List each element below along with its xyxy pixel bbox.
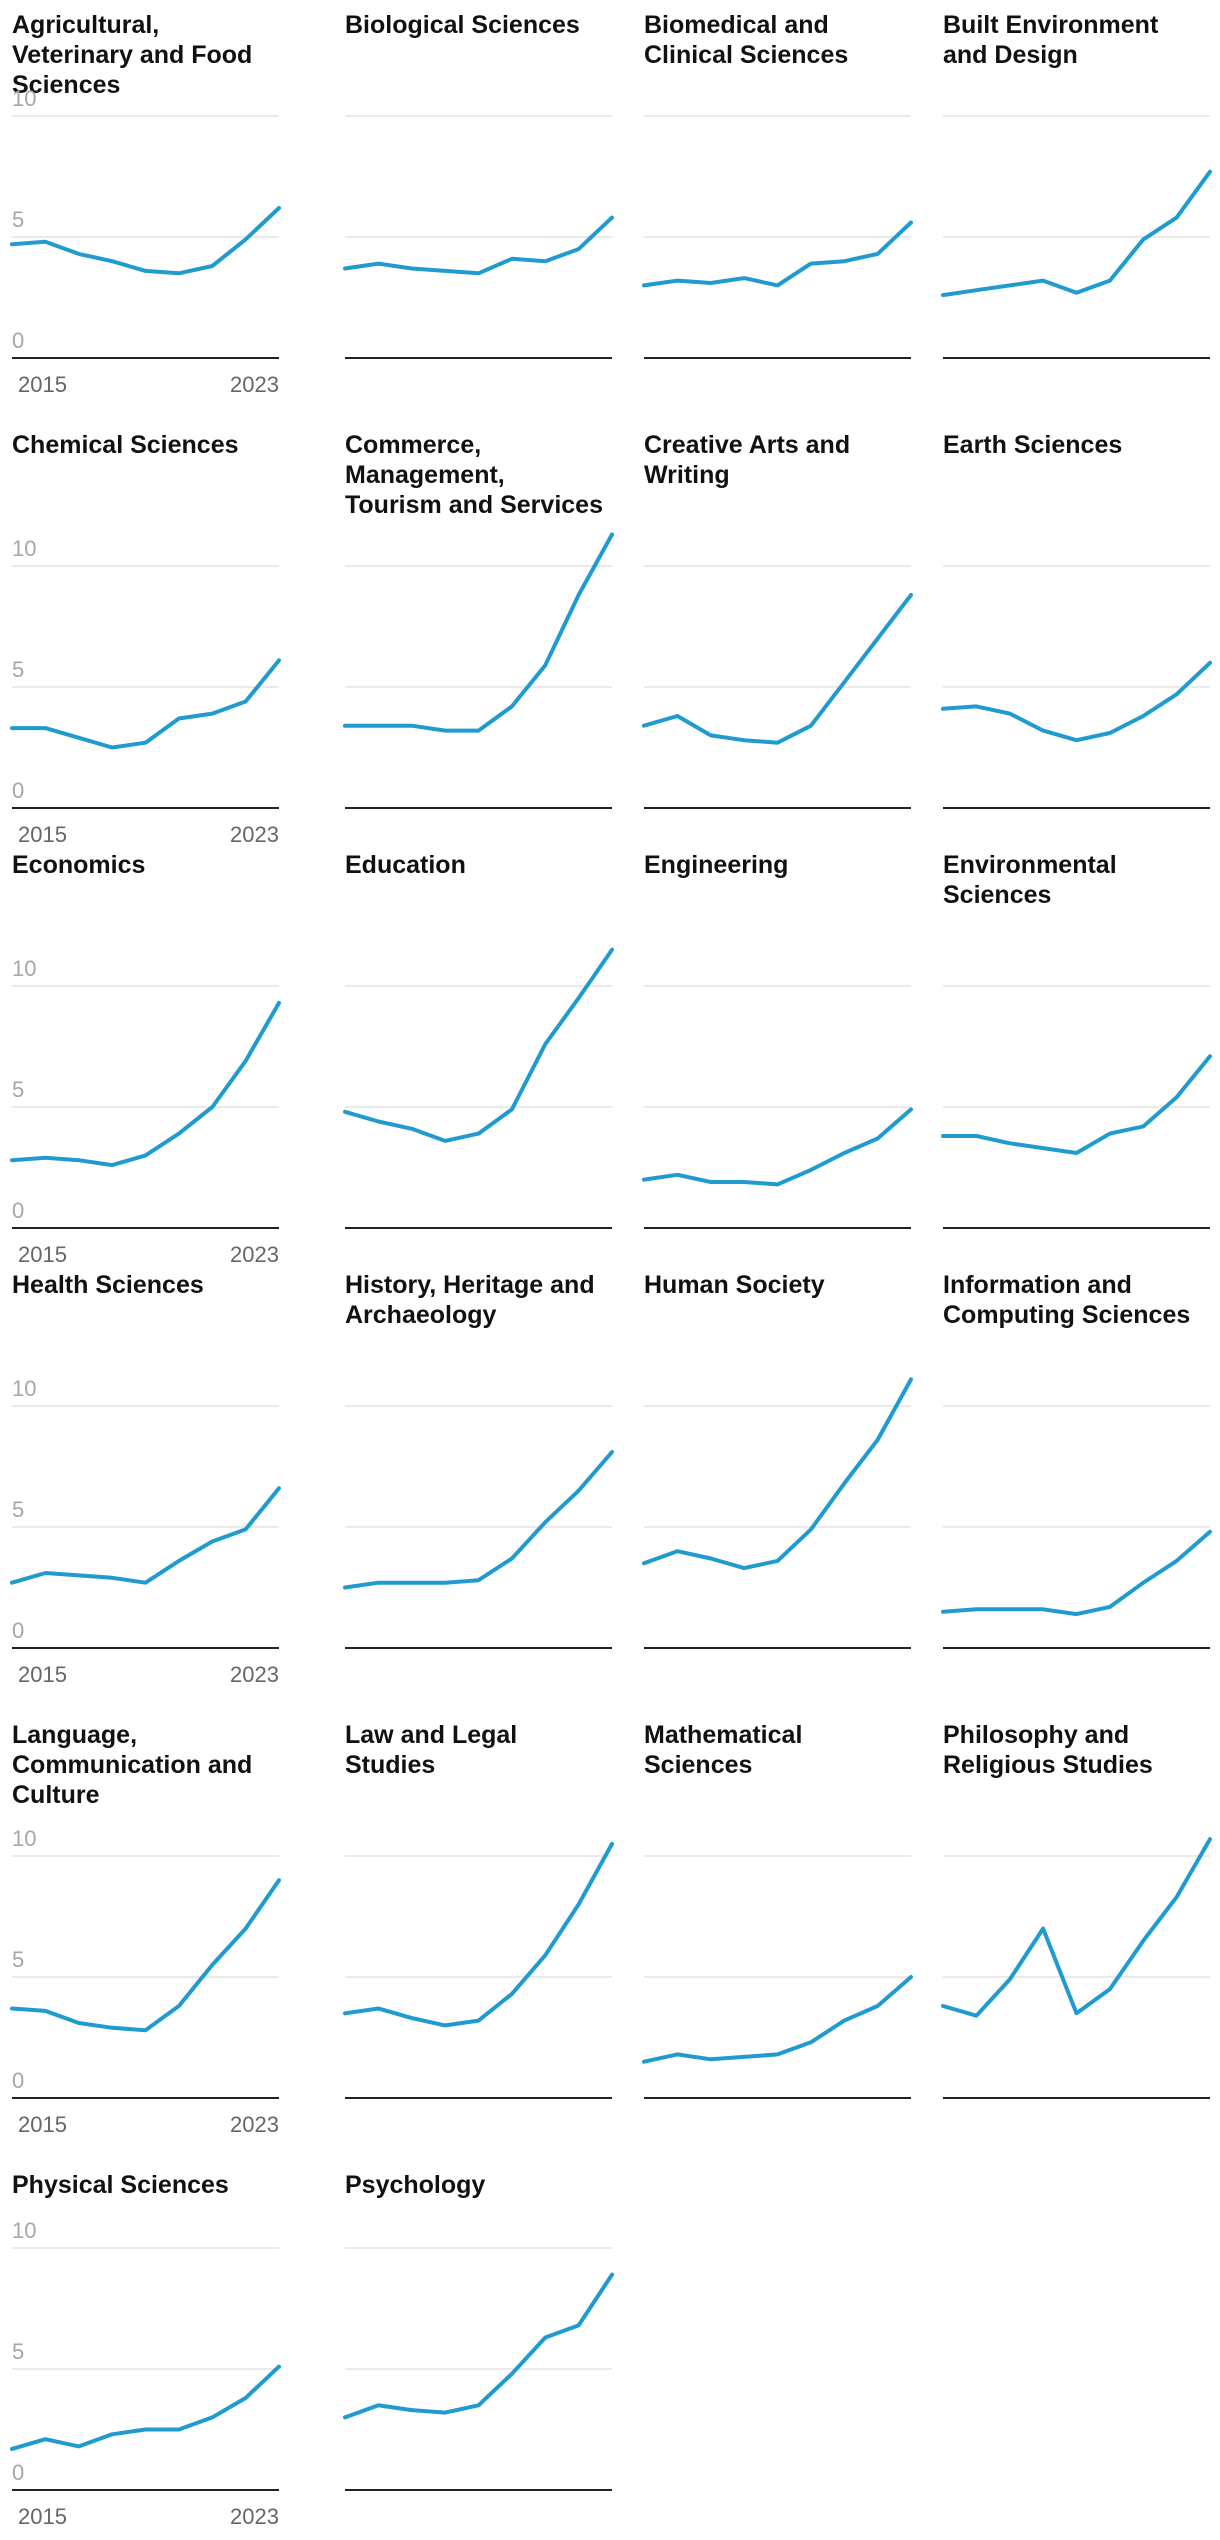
panel: Psychology [343, 2171, 614, 2491]
panel-title: Economics [12, 851, 145, 879]
series-line [941, 1054, 1212, 1155]
series-line [10, 1486, 281, 1585]
panel-title: Biological Sciences [345, 11, 580, 39]
panel: Physical Sciences 0 5 10 2015 2023 [10, 2171, 281, 2529]
y-tick-label: 5 [12, 1077, 24, 1102]
x-tick-label: 2015 [18, 1242, 67, 1267]
panel-title: Mathematical Sciences [644, 1721, 802, 1779]
x-tick-label: 2023 [230, 1242, 279, 1267]
panel: Human Society [642, 1271, 913, 1649]
y-tick-label: 5 [12, 657, 24, 682]
x-tick-label: 2015 [18, 372, 67, 397]
x-tick-label: 2023 [230, 2112, 279, 2137]
panel-title: Engineering [644, 851, 788, 879]
series-line [642, 593, 913, 745]
y-tick-label: 10 [12, 536, 36, 561]
panel-title: Information and Computing Sciences [943, 1271, 1190, 1329]
x-tick-label: 2015 [18, 1662, 67, 1687]
panel: Biological Sciences [343, 11, 614, 359]
panel-title: Education [345, 851, 466, 879]
series-line [343, 947, 614, 1143]
panel-title: Physical Sciences [12, 2171, 229, 2199]
panel: Biomedical and Clinical Sciences [642, 11, 913, 359]
panel: Environmental Sciences [941, 851, 1212, 1229]
series-line [642, 220, 913, 288]
panel-title: Health Sciences [12, 1271, 204, 1299]
series-line [642, 1107, 913, 1187]
panel-title: Language, Communication and Culture [12, 1721, 252, 1809]
panel-title: Law and Legal Studies [345, 1721, 517, 1779]
y-tick-label: 0 [12, 778, 24, 803]
y-tick-label: 10 [12, 1826, 36, 1851]
x-tick-label: 2015 [18, 822, 67, 847]
panel: Creative Arts and Writing [642, 431, 913, 809]
series-line [10, 1878, 281, 2033]
panel-title: Built Environment and Design [943, 11, 1159, 69]
y-tick-label: 5 [12, 2339, 24, 2364]
y-tick-label: 0 [12, 2460, 24, 2485]
y-tick-label: 10 [12, 86, 36, 111]
panel: Education [343, 851, 614, 1229]
series-line [642, 1975, 913, 2064]
panel-title: Philosophy and Religious Studies [943, 1721, 1153, 1779]
panel: Language, Communication and Culture 0 5 10 201… [10, 1721, 281, 2137]
y-tick-label: 0 [12, 328, 24, 353]
panel: Built Environment and Design [941, 11, 1212, 359]
series-line [941, 169, 1212, 298]
x-tick-label: 2023 [230, 2504, 279, 2529]
series-line [343, 2272, 614, 2420]
panel: Chemical Sciences 0 5 10 2015 2023 [10, 431, 281, 847]
y-tick-label: 10 [12, 956, 36, 981]
panel-title: Chemical Sciences [12, 431, 239, 459]
panel: Agricultural, Veterinary and Food Sciences… [10, 11, 281, 397]
panel-title: Psychology [345, 2171, 485, 2199]
panel-title: Earth Sciences [943, 431, 1122, 459]
x-tick-label: 2015 [18, 2504, 67, 2529]
y-tick-label: 10 [12, 2218, 36, 2243]
panel: Engineering [642, 851, 913, 1229]
panel: Economics 0 5 10 2015 2023 [10, 851, 281, 1267]
panel: History, Heritage and Archaeology [343, 1271, 614, 1649]
series-line [343, 215, 614, 276]
y-tick-label: 5 [12, 1947, 24, 1972]
panel: Earth Sciences [941, 431, 1212, 809]
panel: Health Sciences 0 5 10 2015 2023 [10, 1271, 281, 1687]
series-line [10, 1000, 281, 1168]
y-tick-label: 10 [12, 1376, 36, 1401]
series-line [10, 206, 281, 276]
y-tick-label: 5 [12, 207, 24, 232]
panel: Mathematical Sciences [642, 1721, 913, 2099]
panel: Philosophy and Religious Studies [941, 1721, 1212, 2099]
series-line [343, 1841, 614, 2028]
y-tick-label: 5 [12, 1497, 24, 1522]
x-tick-label: 2023 [230, 1662, 279, 1687]
x-tick-label: 2015 [18, 2112, 67, 2137]
panel: Information and Computing Sciences [941, 1271, 1212, 1649]
y-tick-label: 0 [12, 1198, 24, 1223]
panel-title: Biomedical and Clinical Sciences [644, 11, 848, 69]
series-line [941, 660, 1212, 743]
x-tick-label: 2023 [230, 822, 279, 847]
series-line [941, 1837, 1212, 2018]
y-tick-label: 0 [12, 1618, 24, 1643]
y-tick-label: 0 [12, 2068, 24, 2093]
panel: Commerce, Management, Tourism and Services [343, 431, 614, 809]
panel-title: Creative Arts and Writing [644, 431, 850, 489]
series-line [941, 1529, 1212, 1617]
series-line [10, 2364, 281, 2451]
series-line [642, 1377, 913, 1571]
x-tick-label: 2023 [230, 372, 279, 397]
panel-title: History, Heritage and Archaeology [345, 1271, 595, 1329]
series-line [343, 1450, 614, 1590]
panel: Law and Legal Studies [343, 1721, 614, 2099]
series-line [10, 658, 281, 750]
panel-title: Agricultural, Veterinary and Food Sciences [12, 11, 252, 99]
series-line [343, 532, 614, 733]
panel-title: Environmental Sciences [943, 851, 1117, 909]
panel-title: Commerce, Management, Tourism and Services [345, 431, 603, 519]
panel-title: Human Society [644, 1271, 825, 1299]
